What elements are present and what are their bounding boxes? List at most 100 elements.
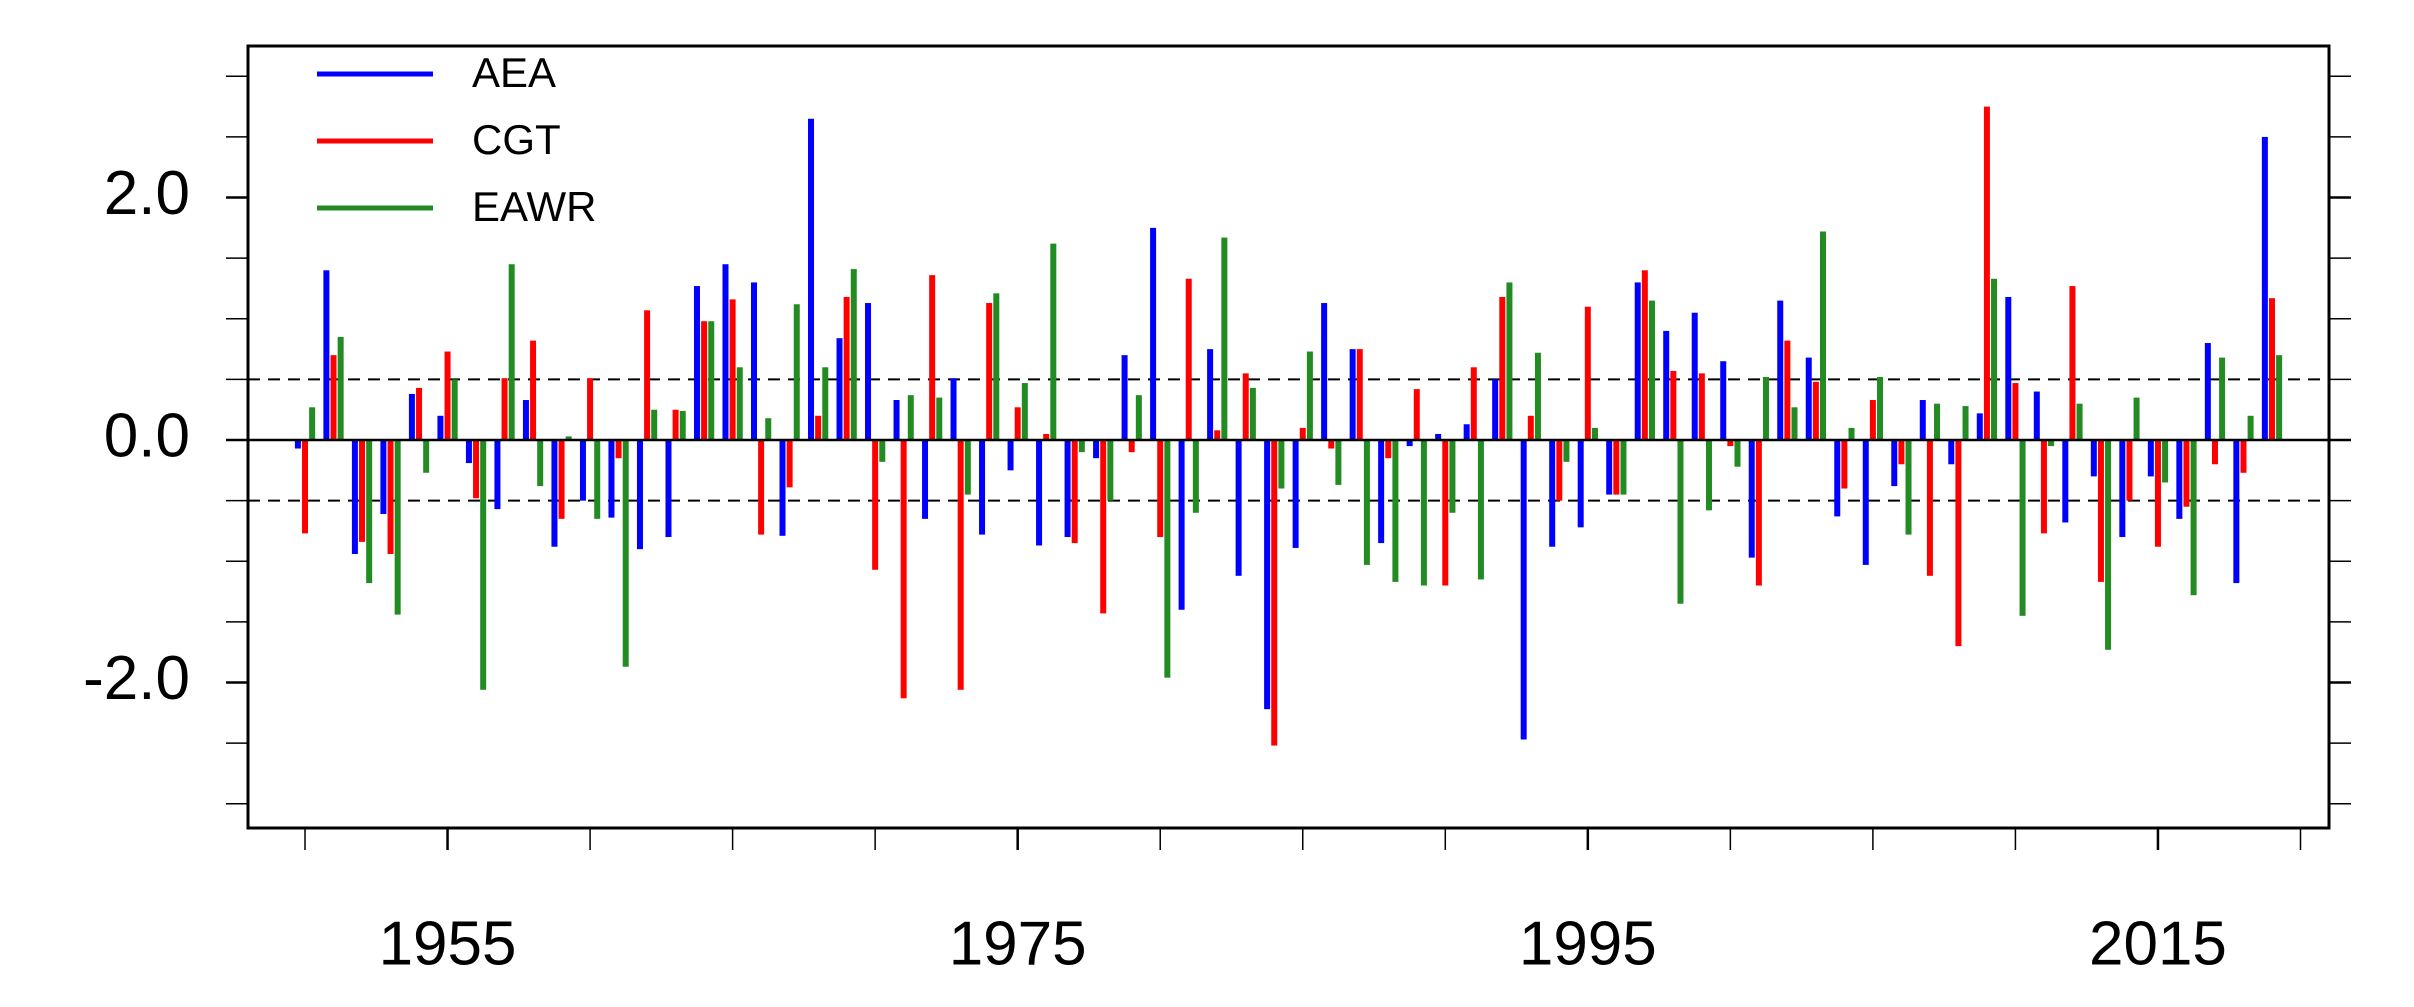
- bar: [2033, 391, 2040, 441]
- bar: [701, 321, 708, 441]
- bar: [765, 418, 772, 441]
- bar: [693, 286, 700, 441]
- bar: [1577, 440, 1584, 528]
- bar: [1812, 381, 1819, 441]
- bar: [1299, 427, 1306, 441]
- bar: [2019, 440, 2026, 616]
- bar: [2276, 355, 2283, 441]
- bar: [1235, 440, 1242, 576]
- y-tick-label: 0.0: [104, 401, 190, 470]
- bar: [1078, 440, 1085, 453]
- bar: [950, 378, 957, 441]
- bar: [1036, 440, 1043, 546]
- bar: [522, 400, 529, 441]
- bar: [850, 269, 857, 441]
- bar: [2261, 136, 2268, 441]
- bar: [1007, 440, 1014, 471]
- bar: [1492, 379, 1499, 441]
- bar: [1948, 440, 1955, 465]
- bar: [2126, 440, 2133, 501]
- bar: [1420, 440, 1427, 586]
- bar: [2176, 440, 2183, 519]
- bar: [330, 355, 337, 441]
- bar: [1563, 440, 1570, 462]
- bar: [1185, 278, 1192, 441]
- bar: [2233, 440, 2240, 584]
- bar: [1363, 440, 1370, 565]
- bar: [1328, 440, 1335, 449]
- bar: [1869, 400, 1876, 441]
- bar: [1926, 440, 1933, 576]
- bar: [1378, 440, 1385, 544]
- bar: [779, 440, 786, 536]
- bar: [750, 282, 757, 441]
- bar: [843, 296, 850, 441]
- bar: [722, 264, 729, 441]
- bar: [1014, 407, 1021, 441]
- bar: [480, 440, 487, 690]
- bar: [2183, 440, 2190, 507]
- bar: [1406, 440, 1413, 447]
- bar: [387, 440, 394, 554]
- bar: [964, 440, 971, 495]
- bar: [1934, 403, 1941, 441]
- plot-frame: [246, 44, 2331, 830]
- bar: [1520, 440, 1527, 740]
- bar: [380, 440, 387, 514]
- bar: [1962, 406, 1969, 441]
- bar: [1306, 351, 1313, 441]
- y-tick-label: -2.0: [83, 644, 190, 713]
- bar: [986, 303, 993, 441]
- bar: [1784, 340, 1791, 441]
- bar: [537, 440, 544, 487]
- bar: [359, 440, 366, 542]
- bar: [351, 440, 358, 554]
- bar: [1705, 440, 1712, 511]
- bar: [786, 440, 793, 488]
- bar: [1392, 440, 1399, 582]
- bar: [1356, 349, 1363, 441]
- bar: [309, 407, 316, 441]
- bar: [929, 275, 936, 441]
- bar: [1335, 440, 1342, 485]
- bar: [822, 367, 829, 441]
- bar: [437, 415, 444, 441]
- bar: [865, 303, 872, 441]
- bar: [2162, 440, 2169, 483]
- bar: [2133, 397, 2140, 441]
- bar: [565, 436, 572, 441]
- bar: [1321, 303, 1328, 441]
- bar: [1720, 361, 1727, 441]
- bar: [1955, 440, 1962, 647]
- bar: [936, 397, 943, 441]
- bar: [394, 440, 401, 615]
- bar: [644, 310, 651, 441]
- bar: [1349, 349, 1356, 441]
- bar: [1506, 282, 1513, 441]
- bar: [423, 440, 430, 473]
- bar: [2005, 296, 2012, 441]
- bar: [465, 440, 472, 464]
- bar: [1891, 440, 1898, 487]
- bar: [729, 299, 736, 441]
- bar: [615, 440, 622, 459]
- bar: [879, 440, 886, 462]
- bar: [708, 321, 715, 441]
- bar: [2204, 343, 2211, 441]
- bar: [294, 440, 301, 449]
- bar: [922, 440, 929, 519]
- bar: [758, 440, 765, 535]
- bar: [558, 440, 565, 519]
- bar: [1905, 440, 1912, 535]
- bar: [651, 409, 658, 441]
- bar: [836, 338, 843, 441]
- bar: [1264, 440, 1271, 710]
- bar: [1919, 400, 1926, 441]
- bar: [302, 440, 309, 534]
- bar: [1242, 373, 1249, 441]
- bar: [1584, 306, 1591, 441]
- bar: [1976, 413, 1983, 441]
- bar: [2040, 440, 2047, 534]
- bar: [530, 340, 537, 441]
- bar: [1050, 243, 1057, 441]
